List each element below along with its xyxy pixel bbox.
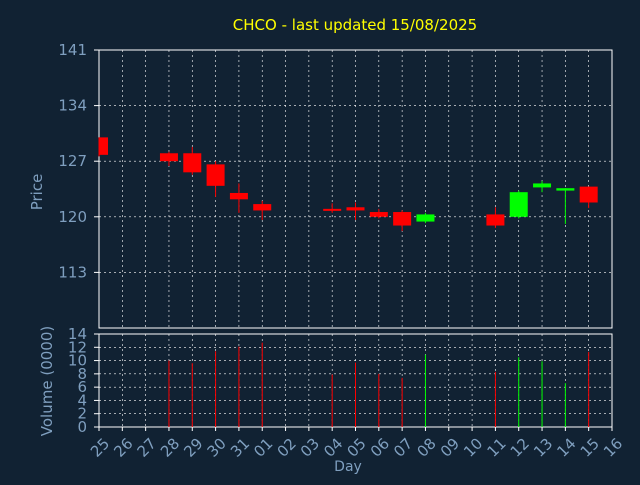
price-tick-label: 141	[58, 41, 87, 59]
candle-body	[416, 214, 435, 222]
day-tick-label: 10	[460, 435, 486, 461]
price-panel: 113 120 127 134 141 Price	[28, 41, 613, 329]
price-tick-label: 127	[58, 152, 87, 170]
candle-body	[229, 192, 248, 200]
price-axis-label: Price	[28, 174, 46, 211]
candle-body	[346, 207, 365, 211]
candle-body	[183, 153, 202, 173]
day-tick-label: 05	[344, 435, 370, 461]
day-axis: 2526272829303101020304050607080910111213…	[87, 427, 626, 461]
volume-tick-label: 8	[77, 365, 87, 383]
day-tick-label: 28	[157, 435, 183, 461]
candle-body	[393, 212, 412, 226]
candle-body	[159, 153, 178, 162]
volume-tick-label: 0	[77, 418, 87, 436]
chart-title: CHCO - last updated 15/08/2025	[233, 16, 477, 34]
day-tick-label: 03	[297, 435, 323, 461]
candle-body	[509, 192, 528, 217]
candle-body	[253, 204, 272, 211]
volume-tick-label: 10	[68, 352, 87, 370]
day-tick-label: 30	[204, 435, 230, 461]
day-tick-label: 01	[250, 435, 276, 461]
volume-bar-series	[168, 342, 590, 427]
volume-tick-label: 12	[68, 338, 87, 356]
day-tick-label: 31	[227, 435, 253, 461]
day-tick-label: 04	[320, 435, 346, 461]
volume-tick-label: 14	[68, 325, 87, 343]
candle-body	[99, 137, 108, 155]
day-tick-label: 06	[367, 435, 393, 461]
candle-body	[556, 188, 575, 191]
day-tick-label: 15	[577, 435, 603, 461]
price-tick-label: 134	[58, 97, 87, 115]
day-tick-label: 29	[180, 435, 206, 461]
day-tick-label: 08	[413, 435, 439, 461]
day-tick-label: 02	[274, 435, 300, 461]
day-tick-label: 07	[390, 435, 416, 461]
candle-body	[486, 214, 505, 226]
candle-body	[533, 183, 552, 188]
price-axis: 113 120 127 134 141	[58, 41, 99, 281]
day-tick-label: 09	[437, 435, 463, 461]
day-axis-label: Day	[334, 459, 362, 475]
day-tick-label: 26	[110, 435, 136, 461]
candle-body	[369, 212, 388, 217]
day-tick-label: 14	[553, 435, 579, 461]
volume-axis-label: Volume (0000)	[38, 326, 56, 436]
price-tick-label: 120	[58, 208, 87, 226]
volume-tick-label: 6	[77, 378, 87, 396]
price-grid	[99, 50, 612, 328]
day-tick-label: 11	[483, 435, 509, 461]
candle-body	[579, 186, 598, 203]
volume-tick-label: 4	[77, 391, 87, 409]
day-tick-label: 12	[507, 435, 533, 461]
price-tick-label: 113	[58, 263, 87, 281]
day-tick-label: 13	[530, 435, 556, 461]
candle-body	[323, 208, 342, 211]
volume-tick-label: 2	[77, 405, 87, 423]
candlestick-series	[98, 137, 598, 232]
candle-body	[206, 164, 225, 186]
day-tick-label: 27	[134, 435, 160, 461]
day-tick-label: 16	[600, 435, 626, 461]
day-tick-label: 25	[87, 435, 113, 461]
